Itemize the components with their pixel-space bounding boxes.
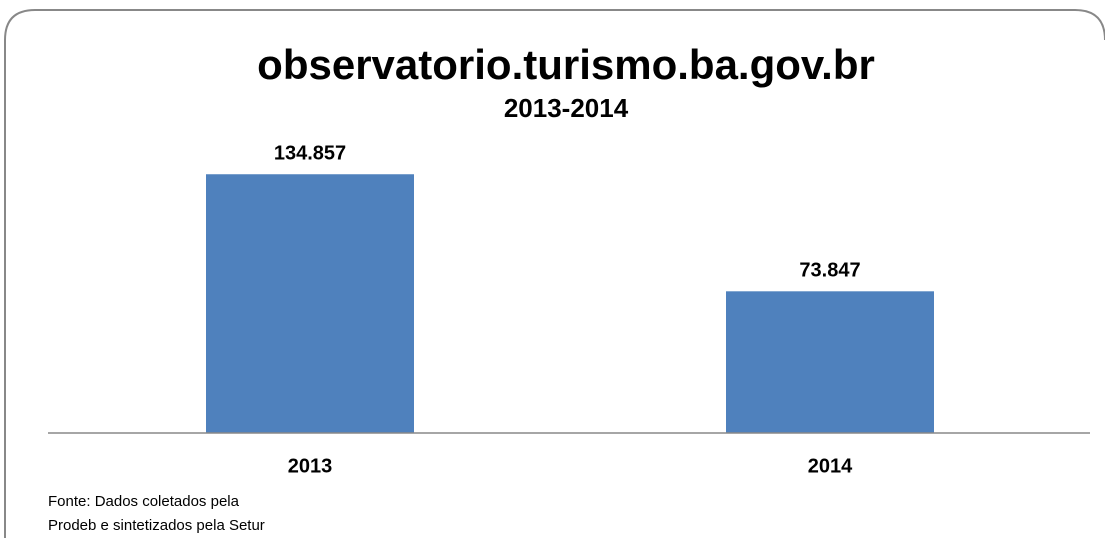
- source-note: Prodeb e sintetizados pela Setur: [48, 517, 265, 534]
- frame: [4, 9, 1105, 538]
- x-tick-label: 2014: [808, 455, 853, 477]
- chart-title: observatorio.turismo.ba.gov.br: [257, 41, 875, 88]
- bar: [726, 291, 934, 433]
- data-label: 134.857: [274, 143, 346, 165]
- x-tick-label: 2013: [288, 455, 333, 477]
- chart-subtitle: 2013-2014: [504, 93, 629, 123]
- source-note: Fonte: Dados coletados pela: [48, 493, 240, 510]
- data-label: 73.847: [799, 260, 860, 282]
- bar: [206, 174, 414, 433]
